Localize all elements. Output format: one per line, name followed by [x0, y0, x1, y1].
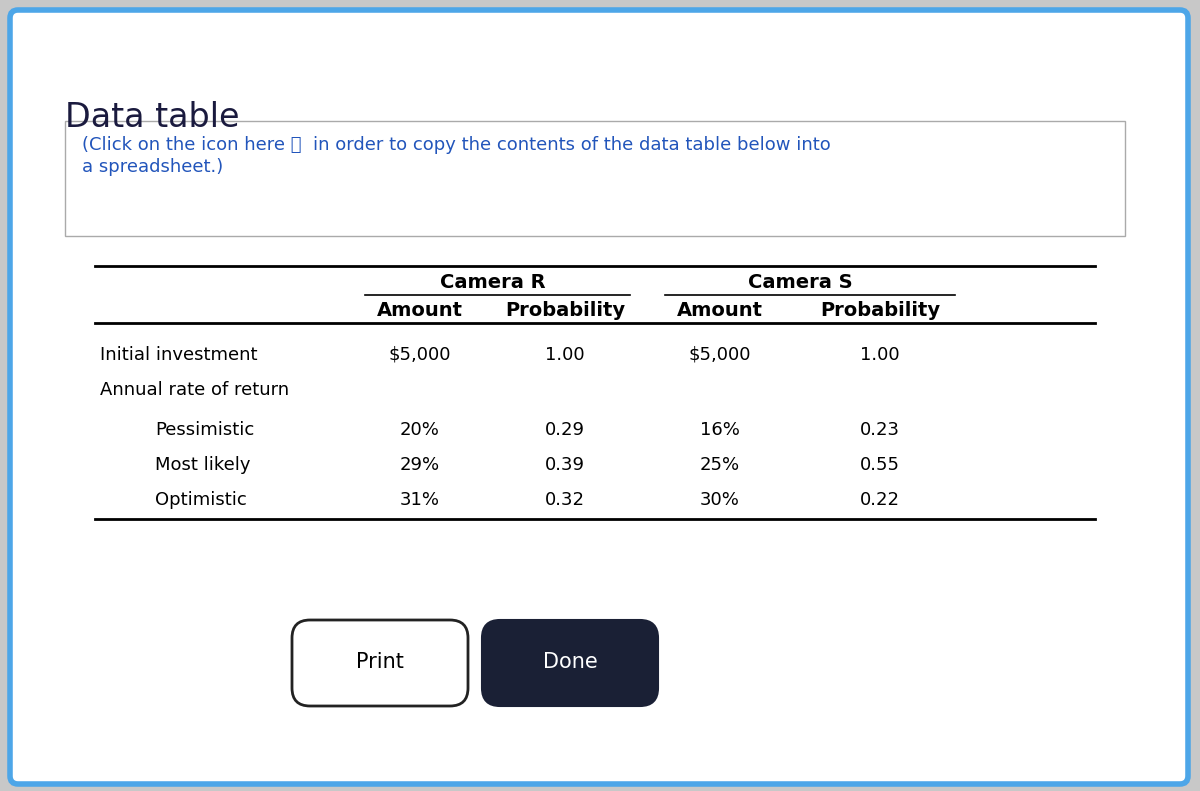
Text: (Click on the icon here ⎙  in order to copy the contents of the data table below: (Click on the icon here ⎙ in order to co… — [82, 136, 830, 154]
Text: Most likely: Most likely — [155, 456, 251, 474]
Text: Data table: Data table — [65, 101, 240, 134]
Text: Amount: Amount — [377, 301, 463, 320]
Text: Print: Print — [356, 652, 404, 672]
Text: Camera S: Camera S — [748, 273, 852, 292]
Text: Optimistic: Optimistic — [155, 491, 247, 509]
Text: 25%: 25% — [700, 456, 740, 474]
Text: 0.23: 0.23 — [860, 421, 900, 439]
Text: 16%: 16% — [700, 421, 740, 439]
Text: 29%: 29% — [400, 456, 440, 474]
FancyBboxPatch shape — [292, 620, 468, 706]
Text: Pessimistic: Pessimistic — [155, 421, 254, 439]
Text: 1.00: 1.00 — [545, 346, 584, 364]
Text: Probability: Probability — [505, 301, 625, 320]
Text: Initial investment: Initial investment — [100, 346, 258, 364]
Text: a spreadsheet.): a spreadsheet.) — [82, 158, 223, 176]
Text: 0.22: 0.22 — [860, 491, 900, 509]
Text: Done: Done — [542, 652, 598, 672]
Text: 1.00: 1.00 — [860, 346, 900, 364]
Text: 0.32: 0.32 — [545, 491, 586, 509]
Text: $5,000: $5,000 — [689, 346, 751, 364]
Text: Camera R: Camera R — [439, 273, 545, 292]
FancyBboxPatch shape — [482, 620, 658, 706]
Text: Probability: Probability — [820, 301, 940, 320]
Text: 0.29: 0.29 — [545, 421, 586, 439]
Text: 0.55: 0.55 — [860, 456, 900, 474]
Text: 20%: 20% — [400, 421, 440, 439]
Text: 0.39: 0.39 — [545, 456, 586, 474]
Text: 30%: 30% — [700, 491, 740, 509]
Text: $5,000: $5,000 — [389, 346, 451, 364]
FancyBboxPatch shape — [65, 121, 1126, 236]
Text: Amount: Amount — [677, 301, 763, 320]
Text: Annual rate of return: Annual rate of return — [100, 381, 289, 399]
Text: 31%: 31% — [400, 491, 440, 509]
FancyBboxPatch shape — [10, 10, 1188, 784]
